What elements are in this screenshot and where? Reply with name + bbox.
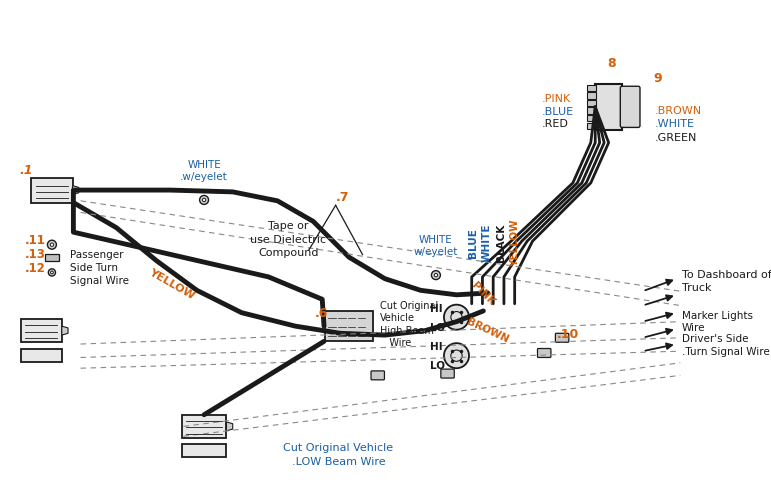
Text: .BROWN: .BROWN [655, 106, 702, 116]
FancyBboxPatch shape [595, 84, 622, 130]
FancyBboxPatch shape [441, 369, 454, 378]
Circle shape [202, 198, 206, 201]
Text: YELLOW: YELLOW [510, 219, 520, 267]
Text: WHITE
.w/eyelet: WHITE .w/eyelet [180, 160, 228, 182]
Text: HI: HI [429, 342, 443, 352]
Text: .PINK: .PINK [541, 94, 571, 104]
Text: BLACK: BLACK [497, 224, 507, 262]
Polygon shape [72, 185, 79, 194]
Text: BROWN: BROWN [466, 317, 510, 345]
Polygon shape [32, 177, 72, 202]
Text: .10: .10 [557, 328, 579, 341]
Text: BLUE: BLUE [467, 228, 477, 258]
Text: .BLUE: .BLUE [541, 107, 574, 117]
Text: .7: .7 [335, 191, 349, 204]
Circle shape [50, 243, 54, 246]
Text: Passenger
Side Turn
Signal Wire: Passenger Side Turn Signal Wire [70, 250, 129, 287]
Circle shape [444, 343, 469, 368]
Text: 8: 8 [607, 57, 615, 70]
Text: .1: .1 [20, 164, 33, 177]
FancyBboxPatch shape [588, 108, 596, 114]
Text: Tape or
use Dielectric
Compound: Tape or use Dielectric Compound [250, 221, 326, 258]
FancyBboxPatch shape [45, 254, 59, 261]
FancyBboxPatch shape [588, 115, 596, 121]
Text: HI: HI [429, 304, 443, 314]
FancyBboxPatch shape [621, 86, 640, 127]
FancyBboxPatch shape [537, 349, 551, 357]
Circle shape [200, 195, 208, 204]
Polygon shape [21, 319, 62, 342]
Circle shape [444, 305, 469, 330]
Circle shape [49, 269, 56, 276]
Text: LO: LO [429, 361, 445, 371]
FancyBboxPatch shape [588, 100, 596, 106]
Polygon shape [62, 326, 68, 335]
Text: .WHITE: .WHITE [655, 119, 695, 129]
Polygon shape [182, 444, 227, 457]
Text: .GREEN: .GREEN [655, 133, 698, 143]
FancyBboxPatch shape [588, 123, 596, 129]
Text: PINK: PINK [470, 281, 497, 308]
Text: Cut Original
Vehicle
High Beam
   Wire: Cut Original Vehicle High Beam Wire [380, 301, 439, 348]
Text: 9: 9 [653, 72, 662, 85]
Polygon shape [227, 422, 233, 431]
Text: .RED: .RED [541, 119, 568, 129]
Polygon shape [182, 415, 227, 438]
FancyBboxPatch shape [588, 92, 596, 99]
Text: To Dashboard of
Truck: To Dashboard of Truck [682, 270, 771, 293]
Circle shape [434, 274, 438, 277]
Text: YELLOW: YELLOW [147, 267, 197, 301]
Text: Marker Lights
Wire: Marker Lights Wire [682, 311, 753, 333]
Text: .6: .6 [315, 307, 328, 320]
Text: .13: .13 [25, 248, 46, 261]
Circle shape [48, 240, 56, 249]
Polygon shape [21, 349, 62, 362]
Text: LO: LO [429, 323, 445, 333]
Circle shape [51, 271, 53, 274]
Text: Cut Original Vehicle
.LOW Beam Wire: Cut Original Vehicle .LOW Beam Wire [283, 443, 393, 466]
Text: WHITE: WHITE [482, 223, 492, 262]
FancyBboxPatch shape [555, 333, 569, 342]
FancyBboxPatch shape [588, 85, 596, 91]
FancyBboxPatch shape [325, 311, 373, 341]
Text: WHITE
w/eyelet: WHITE w/eyelet [414, 235, 458, 257]
Text: .11: .11 [25, 234, 46, 247]
FancyBboxPatch shape [371, 371, 385, 380]
Text: .12: .12 [25, 262, 46, 275]
Circle shape [432, 271, 440, 280]
Text: Driver's Side
.Turn Signal Wire: Driver's Side .Turn Signal Wire [682, 334, 769, 357]
